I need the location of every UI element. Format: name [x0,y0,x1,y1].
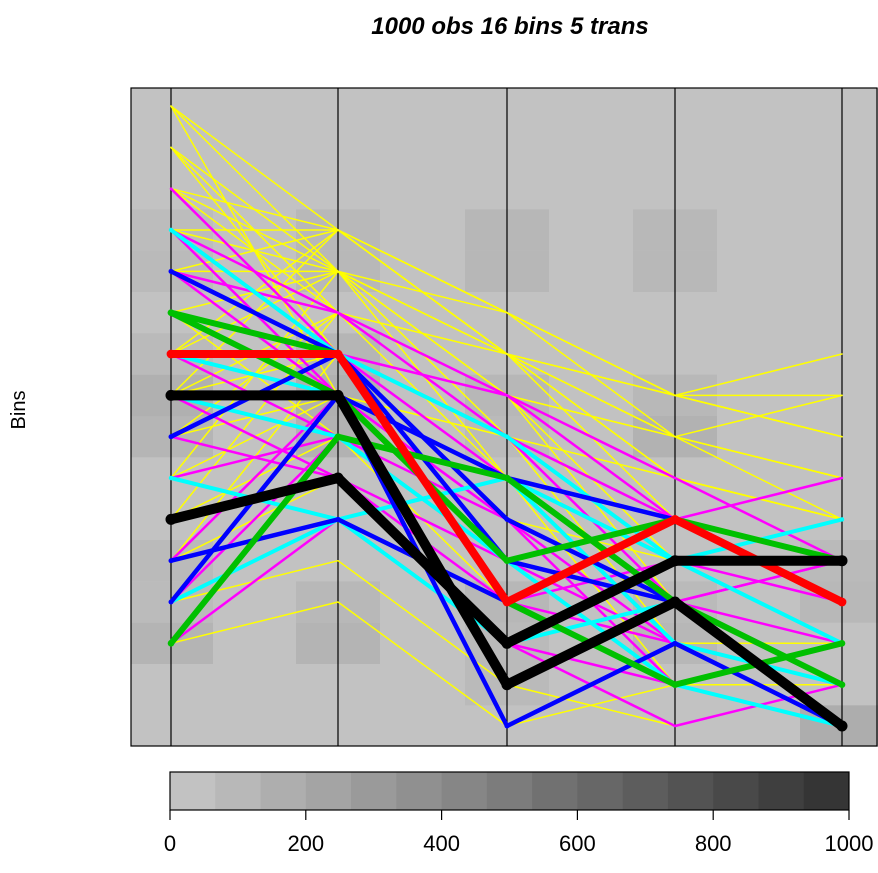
series-point [671,681,679,688]
y-axis-label: Bins [8,391,30,430]
series-point [165,513,177,525]
series-point [669,596,681,608]
colorbar-step [758,772,805,810]
series-point [501,637,513,649]
colorbar-frame [169,771,850,811]
series-point [504,723,510,729]
series-point [168,434,174,440]
series-point [332,472,344,484]
colorbar-step [532,772,578,810]
series-point [503,557,511,564]
colorbar-step [803,772,850,810]
series-point [168,268,174,274]
colorbar-step [441,772,488,810]
series-point [669,555,681,567]
colorbar-step [622,772,669,810]
series-5 [166,349,847,607]
series-point [167,640,175,647]
series-6 [165,389,848,732]
colorbar-step [260,772,307,810]
series-point [168,599,174,605]
series-point [672,640,678,646]
series-point [836,720,848,732]
colorbar-step [170,772,216,810]
colorbar-step [667,772,714,810]
plot-frame [130,87,878,747]
colorbar-step [713,772,759,810]
series-line [170,146,843,479]
series-point [165,389,177,401]
series-point [168,227,174,233]
colorbar-tick-label: 600 [559,831,596,856]
colorbar: 0 200 400 600 800 1000 [164,771,874,856]
series-point [502,597,512,607]
series-point [166,349,176,359]
series-point [837,597,847,607]
colorbar-tick-label: 200 [287,831,324,856]
series-point [839,517,845,522]
series-point [836,555,848,567]
colorbar-step [577,772,624,810]
series-point [838,640,846,647]
chart-title: 1000 obs 16 bins 5 trans [371,13,648,40]
colorbar-step [305,772,352,810]
series-point [838,681,846,688]
series-point [168,475,174,481]
series-point [501,679,513,691]
series-point [503,474,511,482]
colorbar-tick-label: 400 [423,831,460,856]
colorbar-tick-label: 800 [695,831,732,856]
colorbar-step [486,772,533,810]
series-point [504,516,510,522]
series-point [333,349,343,359]
series-point [168,558,174,564]
series-point [167,309,175,317]
series-point [335,516,341,522]
plot-area [130,87,878,747]
colorbar-step [396,772,443,810]
colorbar-step [351,772,397,810]
series-point [332,389,344,401]
colorbar-tick-label: 1000 [825,831,874,856]
series-point [670,515,680,524]
colorbar-step [215,772,262,810]
series-point [334,433,342,441]
colorbar-tick-label: 0 [164,831,176,856]
series-line [170,229,843,397]
series-point [504,434,510,439]
